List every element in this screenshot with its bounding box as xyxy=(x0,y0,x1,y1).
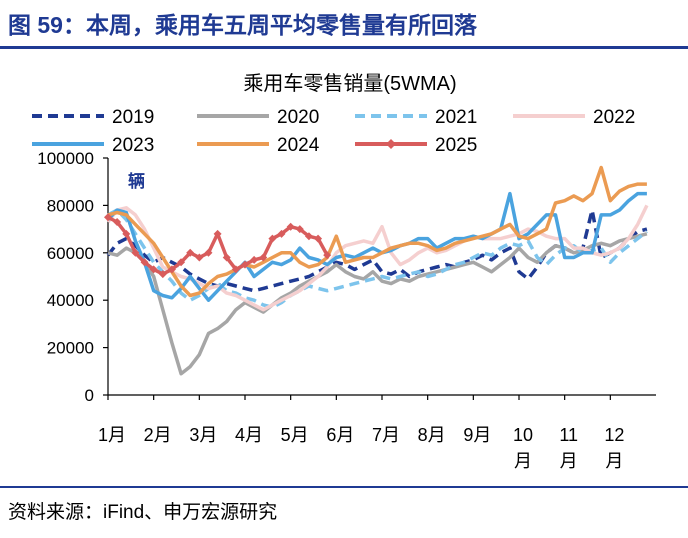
plot-area xyxy=(104,165,649,376)
series-2022 xyxy=(106,204,649,312)
data-point xyxy=(113,217,122,226)
x-tick-label: 12 xyxy=(604,425,624,445)
series-line-2023 xyxy=(106,191,647,302)
figure-title: 图 59：本周，乘用车五周平均零售量有所回落 xyxy=(8,12,477,38)
legend-item-2019: 2019 xyxy=(32,107,154,128)
data-point xyxy=(131,248,140,257)
x-tick-label: 8月 xyxy=(418,425,446,445)
data-point xyxy=(231,265,240,274)
bottom-rule xyxy=(0,486,688,488)
data-point xyxy=(186,248,195,257)
series-line-2022 xyxy=(106,204,649,312)
data-point xyxy=(167,265,176,274)
y-tick-label: 80000 xyxy=(47,196,94,215)
title-rule xyxy=(0,46,688,49)
data-point xyxy=(213,229,222,238)
data-point xyxy=(277,229,286,238)
data-point xyxy=(295,225,304,234)
data-point xyxy=(286,222,295,231)
legend-item-2024: 2024 xyxy=(197,135,320,156)
axes: 0 20000 40000 60000 80000 100000 1月 2月 3月 4月 5月 6月 7… xyxy=(37,149,656,471)
series-2025 xyxy=(104,213,332,279)
x-tick-label: 1月 xyxy=(98,425,126,445)
y-tick-label: 100000 xyxy=(37,149,94,168)
x-tick-label: 6月 xyxy=(326,425,354,445)
data-point xyxy=(149,265,158,274)
data-point xyxy=(195,253,204,262)
x-tick-label: 2月 xyxy=(144,425,172,445)
legend-label: 2020 xyxy=(277,107,319,128)
legend-label: 2023 xyxy=(112,135,154,156)
x-tick-label: 11 xyxy=(559,425,578,445)
legend-label: 2024 xyxy=(277,135,320,156)
data-point xyxy=(177,258,186,267)
x-tick-label: 10 xyxy=(513,425,533,445)
y-tick-label: 40000 xyxy=(47,291,94,310)
y-tick-label: 0 xyxy=(85,386,94,405)
series-2023 xyxy=(106,191,647,302)
data-point xyxy=(104,213,112,222)
series-line-2019 xyxy=(106,208,648,293)
series-2021 xyxy=(107,208,648,310)
legend-label: 2022 xyxy=(593,107,635,128)
data-point xyxy=(204,248,213,257)
series-line-2024 xyxy=(107,165,647,298)
data-point xyxy=(259,253,268,262)
x-tick-label: 9月 xyxy=(463,425,491,445)
series-line-2020 xyxy=(107,232,648,376)
x-tick-label: 5月 xyxy=(281,425,309,445)
legend-marker xyxy=(386,139,396,149)
source-note: 资料来源：iFind、申万宏源研究 xyxy=(8,502,278,523)
series-2024 xyxy=(107,165,647,298)
x-tick-label: 月 xyxy=(560,451,578,471)
data-point xyxy=(314,234,323,243)
unit-label: 辆 xyxy=(128,171,145,191)
data-point xyxy=(268,234,277,243)
series-line-2021 xyxy=(107,208,648,310)
x-tick-label: 月 xyxy=(514,451,532,471)
series-2019 xyxy=(106,208,648,293)
series-2020 xyxy=(107,232,648,376)
data-point xyxy=(140,258,149,267)
chart-title: 乘用车零售销量(5WMA) xyxy=(243,72,456,95)
x-tick-label: 月 xyxy=(605,451,623,471)
data-point xyxy=(122,229,131,238)
data-point xyxy=(241,260,249,269)
legend-item-2022: 2022 xyxy=(513,107,635,128)
data-point xyxy=(158,270,167,279)
y-tick-label: 20000 xyxy=(47,339,94,358)
data-point xyxy=(222,253,231,262)
legend-label: 2025 xyxy=(435,135,477,156)
y-tick-label: 60000 xyxy=(47,244,94,263)
legend-label: 2021 xyxy=(435,107,477,128)
legend-item-2020: 2020 xyxy=(197,107,319,128)
legend: 2019 2020 2021 2022 2023 2024 2025 xyxy=(32,107,635,156)
data-point xyxy=(250,255,259,264)
x-tick-label: 4月 xyxy=(235,425,263,445)
legend-item-2023: 2023 xyxy=(32,135,154,156)
legend-label: 2019 xyxy=(112,107,154,128)
x-tick-label: 3月 xyxy=(189,425,217,445)
legend-item-2025: 2025 xyxy=(355,135,477,156)
x-tick-label: 7月 xyxy=(372,425,400,445)
data-point xyxy=(304,232,313,241)
legend-item-2021: 2021 xyxy=(355,107,477,128)
data-point xyxy=(323,251,332,260)
